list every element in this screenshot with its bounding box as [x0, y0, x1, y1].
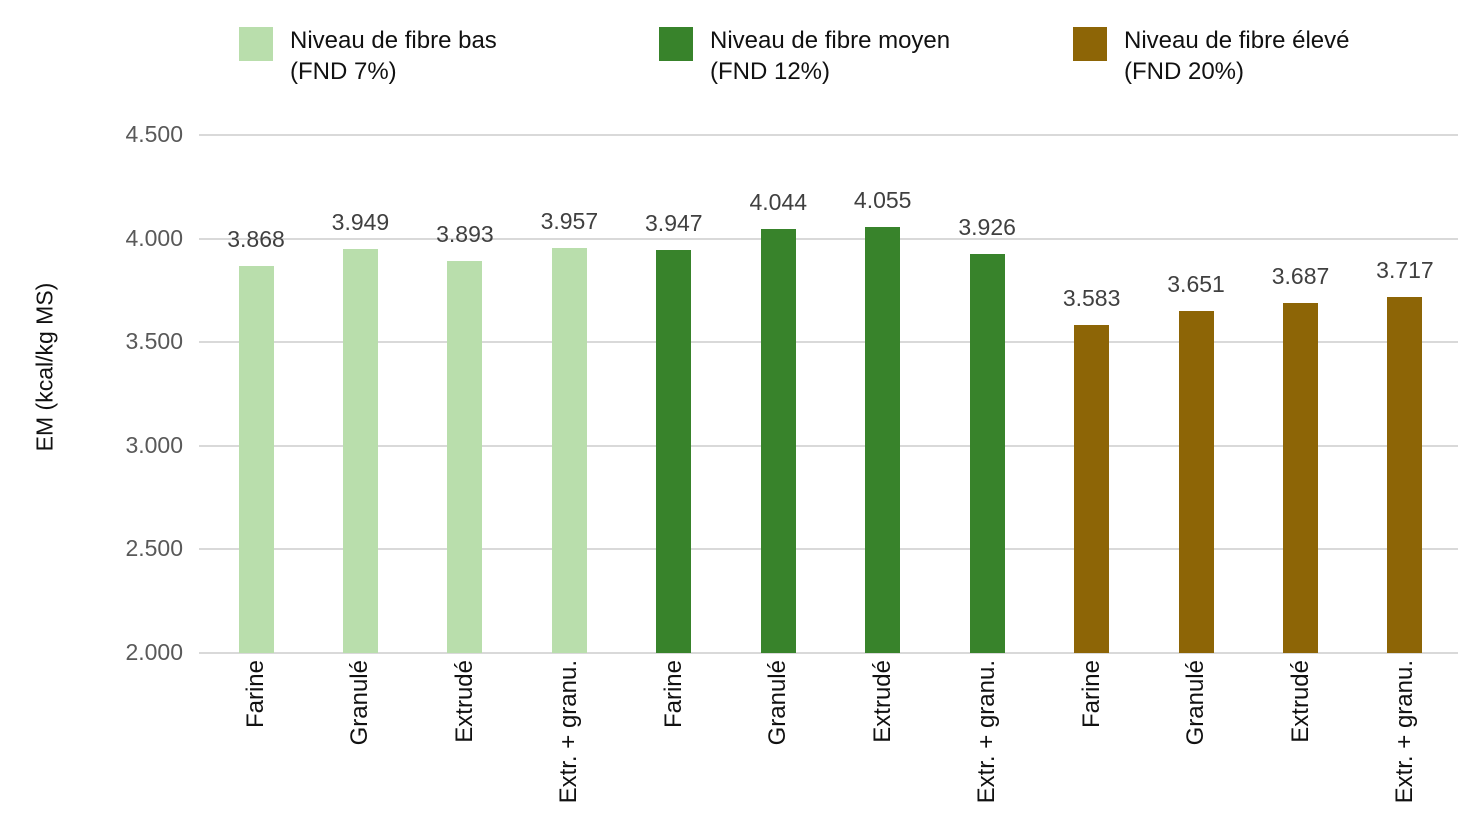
bar: [760, 229, 796, 653]
bar-value-label: 3.949: [331, 209, 390, 236]
category-label: Granulé: [1182, 660, 1210, 746]
gridline: [199, 652, 1458, 654]
bar: [1178, 310, 1214, 653]
bar-value-label: 3.868: [227, 225, 285, 252]
category-label: Farine: [659, 660, 687, 729]
category-label: Extrudé: [1286, 660, 1314, 743]
gridline: [199, 134, 1458, 136]
bar-value-label: 4.055: [853, 187, 912, 214]
bar: [1387, 297, 1423, 653]
bar: [447, 260, 483, 653]
gridline: [199, 341, 1458, 344]
category-label: Extrudé: [450, 660, 478, 743]
legend-swatch: [239, 27, 273, 61]
gridline: [199, 444, 1458, 447]
legend-label-line: (FND 7%): [290, 58, 397, 85]
category-label: Farine: [242, 660, 269, 729]
category-label: Extr. + granu.: [1390, 660, 1418, 804]
bar: [1074, 325, 1110, 653]
bar-value-label: 3.717: [1376, 257, 1434, 284]
legend-label: Niveau de fibre bas (FND 7%): [290, 25, 497, 87]
bar: [342, 249, 378, 653]
gridline: [199, 548, 1458, 551]
bar: [1283, 303, 1318, 653]
category-label: Extr. + granu.: [555, 660, 583, 804]
bar: [238, 265, 274, 653]
legend-label: Niveau de fibre moyen (FND 12%): [710, 25, 950, 87]
bar: [551, 247, 587, 653]
gridline: [199, 237, 1458, 240]
category-label: Granulé: [346, 660, 374, 746]
legend-label-line: Niveau de fibre moyen: [710, 27, 951, 54]
legend-label: Niveau de fibre élevé (FND 20%): [1124, 25, 1349, 87]
y-tick-label: 4.000: [125, 224, 183, 251]
y-tick-label: 3.000: [125, 431, 183, 458]
y-axis-title: EM (kcal/kg MS): [31, 282, 58, 452]
bar-value-label: 3.651: [1167, 270, 1225, 297]
bar: [656, 249, 692, 653]
legend-label-line: Niveau de fibre bas: [290, 27, 497, 54]
y-tick-label: 2.500: [125, 535, 183, 562]
bar-value-label: 3.893: [436, 220, 494, 247]
bar-value-label: 3.926: [958, 213, 1016, 240]
category-label: Granulé: [764, 660, 792, 746]
y-tick-label: 3.500: [125, 328, 183, 355]
bar: [969, 253, 1005, 653]
legend-swatch: [659, 27, 693, 61]
y-tick-label: 4.500: [125, 121, 183, 147]
bar-value-label: 3.687: [1271, 263, 1330, 290]
bar-value-label: 4.044: [749, 189, 808, 216]
legend-item: Niveau de fibre élevé (FND 20%): [1073, 25, 1349, 87]
legend-swatch: [1073, 27, 1107, 61]
legend-item: Niveau de fibre bas (FND 7%): [239, 25, 497, 87]
bar: [865, 227, 901, 653]
legend-label-line: (FND 12%): [710, 58, 831, 85]
category-label: Extrudé: [868, 660, 896, 743]
legend-label-line: (FND 20%): [1124, 58, 1245, 85]
legend-item: Niveau de fibre moyen (FND 12%): [659, 25, 950, 87]
category-label: Extr. + granu.: [973, 660, 1001, 804]
legend-label-line: Niveau de fibre élevé: [1124, 27, 1350, 54]
category-label: Farine: [1077, 660, 1105, 729]
bar-value-label: 3.583: [1062, 285, 1121, 311]
y-tick-label: 2.000: [125, 639, 183, 665]
bar-value-label: 3.947: [645, 209, 703, 236]
bar-value-label: 3.957: [540, 207, 599, 234]
